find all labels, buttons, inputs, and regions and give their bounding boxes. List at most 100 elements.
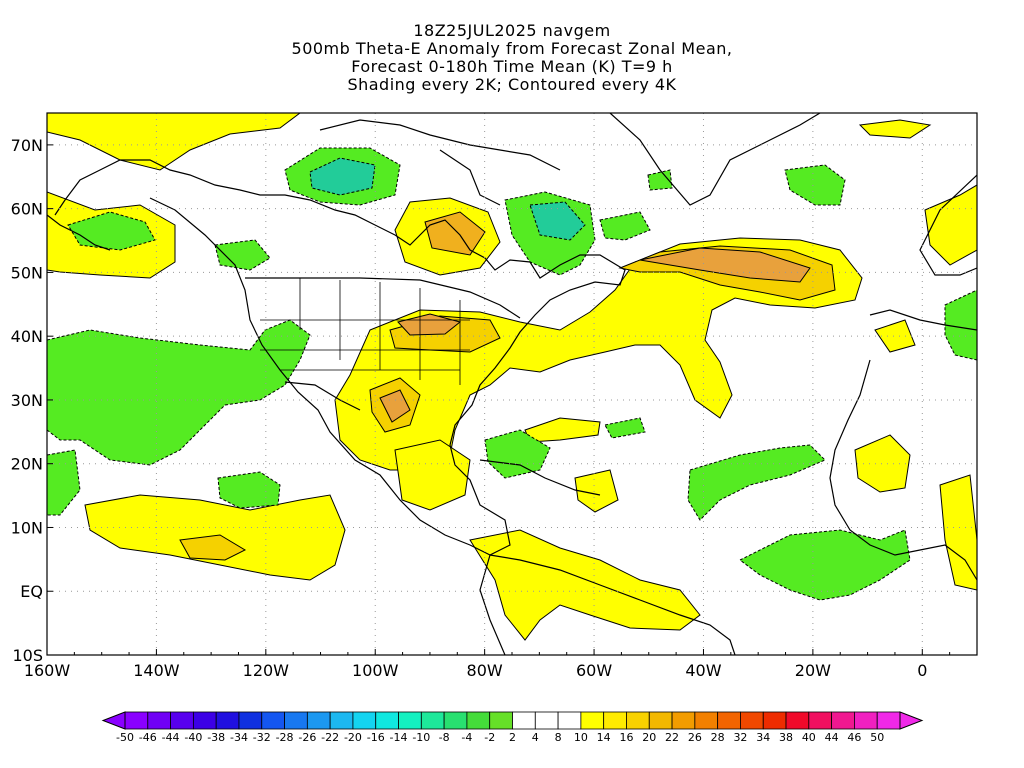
colorbar-label: 16 bbox=[619, 731, 633, 744]
colorbar: -50 -46 -44 -40 -38 -34 -32 -28 -26 -22 -20 -16 -14-… bbox=[101, 711, 924, 744]
x-tick-label: 120W bbox=[243, 661, 290, 680]
anomaly-region bbox=[687, 444, 826, 521]
anomaly-region bbox=[67, 211, 156, 251]
anomaly-region bbox=[858, 119, 932, 139]
colorbar-label: 50 bbox=[870, 731, 884, 744]
title-line-2: 500mb Theta-E Anomaly from Forecast Zona… bbox=[291, 39, 733, 58]
anomaly-region bbox=[524, 417, 601, 443]
colorbar-swatch bbox=[238, 711, 263, 730]
anomaly-region bbox=[639, 247, 811, 283]
anomaly-region bbox=[854, 434, 911, 493]
colorbar-label: -50 bbox=[116, 731, 134, 744]
colorbar-swatch bbox=[466, 711, 491, 730]
colorbar-swatch bbox=[215, 711, 240, 730]
anomaly-region bbox=[484, 429, 551, 479]
colorbar-label: 44 bbox=[825, 731, 839, 744]
y-tick-label: 20N bbox=[11, 455, 43, 474]
y-tick-label: 30N bbox=[11, 391, 43, 410]
colorbar-label: 38 bbox=[779, 731, 793, 744]
colorbar-swatch bbox=[694, 711, 719, 730]
state-borders bbox=[260, 278, 470, 385]
anomaly-region bbox=[784, 164, 846, 206]
colorbar-label: 4 bbox=[532, 731, 539, 744]
colorbar-label: -16 bbox=[367, 731, 385, 744]
anomaly-region bbox=[424, 211, 486, 256]
anomaly-region bbox=[647, 169, 673, 191]
colorbar-label: -4 bbox=[461, 731, 472, 744]
colorbar-swatch bbox=[603, 711, 627, 730]
colorbar-label: 46 bbox=[847, 731, 861, 744]
colorbar-label: -34 bbox=[230, 731, 248, 744]
coastlines bbox=[47, 113, 977, 655]
anomaly-region bbox=[944, 289, 977, 361]
colorbar-label: -2 bbox=[484, 731, 495, 744]
colorbar-label: 32 bbox=[733, 731, 747, 744]
title-line-3: Forecast 0-180h Time Mean (K) T=9 h bbox=[351, 57, 673, 76]
colorbar-max-arrow bbox=[899, 711, 924, 730]
anomaly-region bbox=[397, 313, 462, 336]
anomaly-region bbox=[874, 319, 916, 353]
colorbar-swatch bbox=[147, 711, 171, 730]
colorbar-label: 22 bbox=[665, 731, 679, 744]
colorbar-label: 14 bbox=[597, 731, 611, 744]
colorbar-min-arrow bbox=[101, 711, 126, 730]
colorbar-swatch bbox=[854, 711, 878, 730]
colorbar-swatch bbox=[306, 711, 331, 730]
colorbar-label: -20 bbox=[344, 731, 362, 744]
colorbar-swatch bbox=[831, 711, 855, 730]
colorbar-swatch bbox=[443, 711, 468, 730]
anomaly-region bbox=[47, 319, 311, 466]
colorbar-swatch bbox=[489, 711, 513, 730]
anomaly-region bbox=[47, 113, 301, 171]
title-line-4: Shading every 2K; Contoured every 4K bbox=[347, 75, 677, 94]
lat-lon-grid bbox=[47, 113, 977, 655]
y-tick-label: EQ bbox=[20, 582, 43, 601]
anomaly-region bbox=[604, 417, 646, 439]
negative-anomaly-shading bbox=[47, 147, 977, 601]
anomaly-region bbox=[574, 469, 619, 513]
y-axis: 70N 60N 50N 40N 30N 20N 10N EQ 10S bbox=[11, 136, 53, 665]
y-tick-label: 70N bbox=[11, 136, 43, 155]
anomaly-region bbox=[394, 439, 471, 511]
colorbar-swatch bbox=[352, 711, 377, 730]
colorbar-label: -10 bbox=[412, 731, 430, 744]
colorbar-label: 34 bbox=[756, 731, 770, 744]
colorbar-swatch bbox=[762, 711, 787, 730]
y-tick-label: 10N bbox=[11, 518, 43, 537]
colorbar-label: -8 bbox=[439, 731, 450, 744]
anomaly-region bbox=[309, 157, 376, 196]
x-tick-label: 60W bbox=[576, 661, 612, 680]
x-tick-label: 40W bbox=[685, 661, 721, 680]
y-tick-label: 60N bbox=[11, 200, 43, 219]
anomaly-region bbox=[214, 239, 271, 271]
colorbar-swatch bbox=[580, 711, 605, 730]
colorbar-label: -38 bbox=[207, 731, 225, 744]
colorbar-swatch bbox=[626, 711, 650, 730]
anomaly-region bbox=[379, 389, 411, 423]
x-tick-label: 140W bbox=[133, 661, 180, 680]
colorbar-label: 8 bbox=[555, 731, 562, 744]
colorbar-label: -14 bbox=[390, 731, 408, 744]
colorbar-swatch bbox=[785, 711, 810, 730]
colorbar-swatch bbox=[717, 711, 741, 730]
colorbar-swatch bbox=[192, 711, 217, 730]
colorbar-label: 28 bbox=[711, 731, 725, 744]
title-line-1: 18Z25JUL2025 navgem bbox=[413, 21, 611, 40]
anomaly-region bbox=[924, 184, 977, 266]
anomaly-region bbox=[217, 471, 281, 509]
colorbar-swatch bbox=[329, 711, 354, 730]
colorbar-label: 10 bbox=[574, 731, 588, 744]
x-tick-label: 0 bbox=[917, 661, 927, 680]
colorbar-swatch bbox=[420, 711, 445, 730]
colorbar-swatch bbox=[375, 711, 399, 730]
colorbar-label: 2 bbox=[509, 731, 516, 744]
colorbar-swatch bbox=[261, 711, 285, 730]
anomaly-region bbox=[939, 474, 977, 591]
y-tick-label: 50N bbox=[11, 263, 43, 282]
positive-anomaly-shading bbox=[47, 113, 977, 641]
anomaly-region bbox=[739, 529, 911, 601]
colorbar-swatch bbox=[398, 711, 422, 730]
colorbar-swatch bbox=[648, 711, 673, 730]
chart-title: 18Z25JUL2025 navgem 500mb Theta-E Anomal… bbox=[0, 22, 1024, 94]
